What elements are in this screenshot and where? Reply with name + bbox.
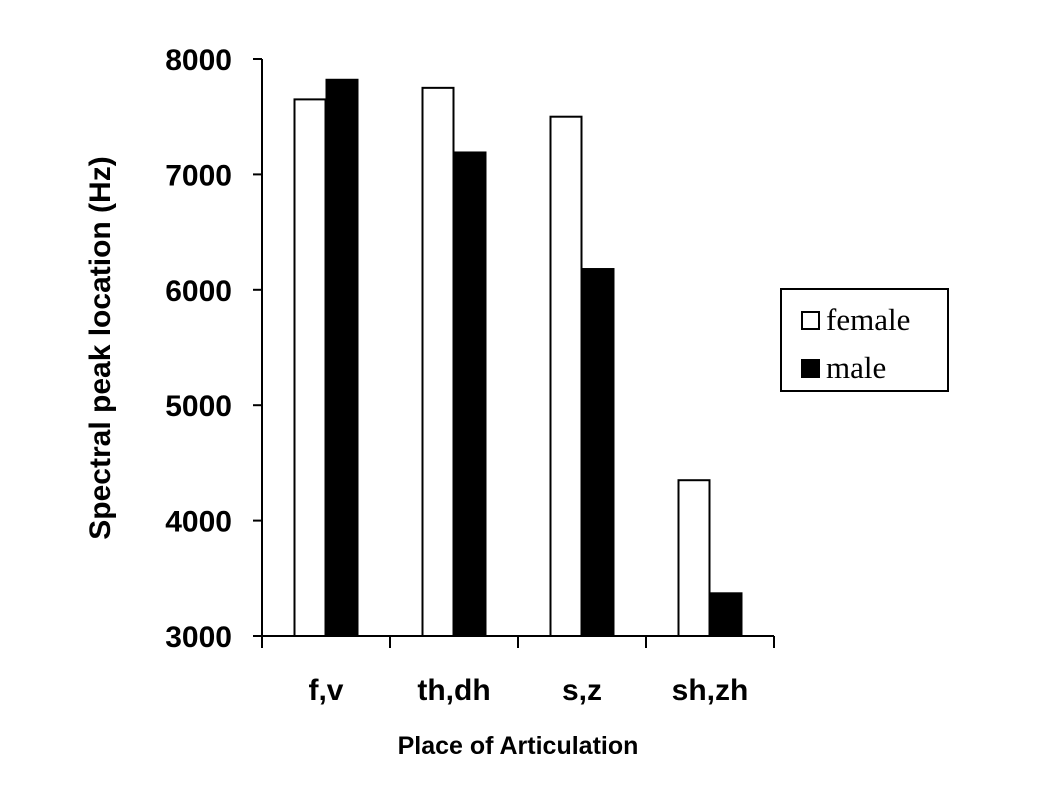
bar-male-0 xyxy=(325,78,359,638)
y-axis-label: Spectral peak location (Hz) xyxy=(84,156,117,539)
y-tick-label: 5000 xyxy=(165,390,232,423)
legend: female male xyxy=(780,288,949,392)
x-tick-label: s,z xyxy=(562,674,602,707)
x-tick-label: sh,zh xyxy=(672,674,749,707)
y-tick-label: 4000 xyxy=(165,506,232,539)
bar-female-2 xyxy=(549,115,583,637)
bar-male-1 xyxy=(453,151,487,637)
x-tick-label: f,v xyxy=(308,674,343,707)
bar-female-3 xyxy=(677,479,711,637)
legend-label-female: female xyxy=(826,302,910,337)
y-tick-label: 6000 xyxy=(165,275,232,308)
legend-label-male: male xyxy=(826,350,886,385)
x-axis-label: Place of Articulation xyxy=(398,732,639,760)
y-tick-label: 7000 xyxy=(165,159,232,192)
legend-swatch-male xyxy=(801,359,820,378)
bar-male-3 xyxy=(709,592,743,637)
bar-female-0 xyxy=(293,98,327,637)
bar-male-2 xyxy=(581,268,615,637)
plot-area xyxy=(293,78,743,638)
y-tick-label: 8000 xyxy=(165,44,232,77)
legend-swatch-female xyxy=(801,311,820,330)
bar-female-1 xyxy=(421,86,455,638)
y-tick-label: 3000 xyxy=(165,621,232,654)
axes: f,v th,dh s,z sh,zh 3000 4000 5000 6000 7000 8000 xyxy=(165,44,775,707)
x-tick-label: th,dh xyxy=(417,674,490,707)
